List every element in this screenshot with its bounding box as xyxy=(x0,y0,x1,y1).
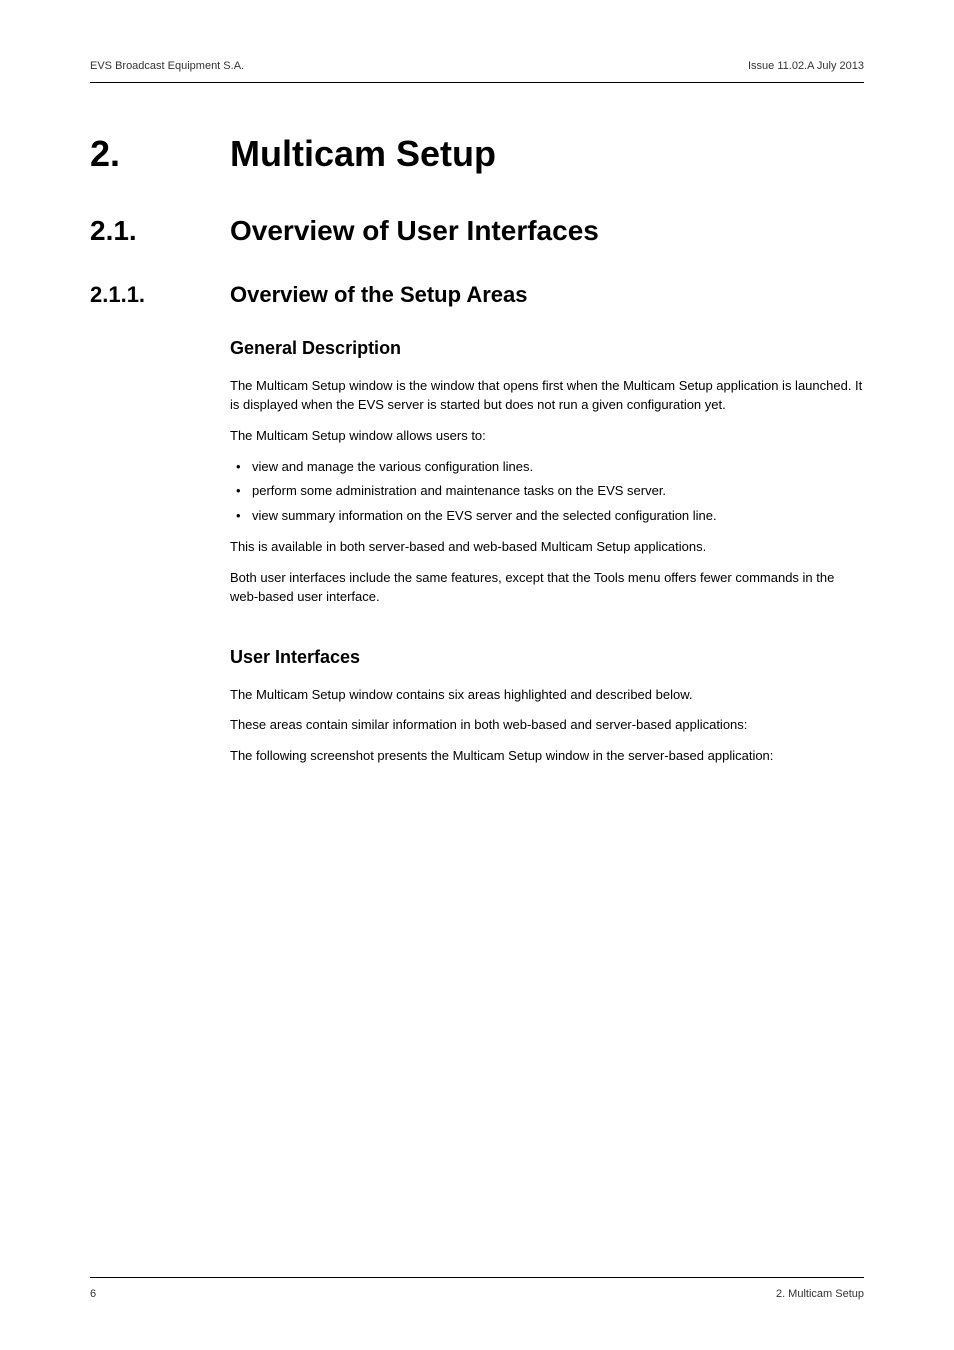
section-title: Overview of User Interfaces xyxy=(230,215,599,247)
list-item: view and manage the various configuratio… xyxy=(230,458,864,477)
footer-section-label: 2. Multicam Setup xyxy=(776,1288,864,1300)
paragraph: The Multicam Setup window is the window … xyxy=(230,377,864,415)
footer-page-number: 6 xyxy=(90,1288,96,1300)
paragraph: The Multicam Setup window allows users t… xyxy=(230,427,864,446)
subheading-general-description: General Description xyxy=(230,338,864,359)
paragraph: These areas contain similar information … xyxy=(230,716,864,735)
chapter-number: 2. xyxy=(90,133,230,175)
list-item: perform some administration and maintena… xyxy=(230,482,864,501)
bullet-list: view and manage the various configuratio… xyxy=(230,458,864,527)
paragraph: The Multicam Setup window contains six a… xyxy=(230,686,864,705)
chapter-title: Multicam Setup xyxy=(230,133,496,175)
paragraph: Both user interfaces include the same fe… xyxy=(230,569,864,607)
paragraph: The following screenshot presents the Mu… xyxy=(230,747,864,766)
page-footer: 6 2. Multicam Setup xyxy=(90,1277,864,1300)
list-item: view summary information on the EVS serv… xyxy=(230,507,864,526)
page-header: EVS Broadcast Equipment S.A. Issue 11.02… xyxy=(90,60,864,83)
content-body: General Description The Multicam Setup w… xyxy=(230,338,864,766)
header-right: Issue 11.02.A July 2013 xyxy=(748,60,864,72)
subsection-heading: 2.1.1. Overview of the Setup Areas xyxy=(90,282,864,308)
header-left: EVS Broadcast Equipment S.A. xyxy=(90,60,244,72)
document-page: EVS Broadcast Equipment S.A. Issue 11.02… xyxy=(0,0,954,1350)
subheading-user-interfaces: User Interfaces xyxy=(230,647,864,668)
paragraph: This is available in both server-based a… xyxy=(230,538,864,557)
chapter-heading: 2. Multicam Setup xyxy=(90,133,864,175)
spacer xyxy=(230,619,864,639)
section-heading: 2.1. Overview of User Interfaces xyxy=(90,215,864,247)
subsection-title: Overview of the Setup Areas xyxy=(230,282,528,308)
subsection-number: 2.1.1. xyxy=(90,282,230,308)
section-number: 2.1. xyxy=(90,215,230,247)
